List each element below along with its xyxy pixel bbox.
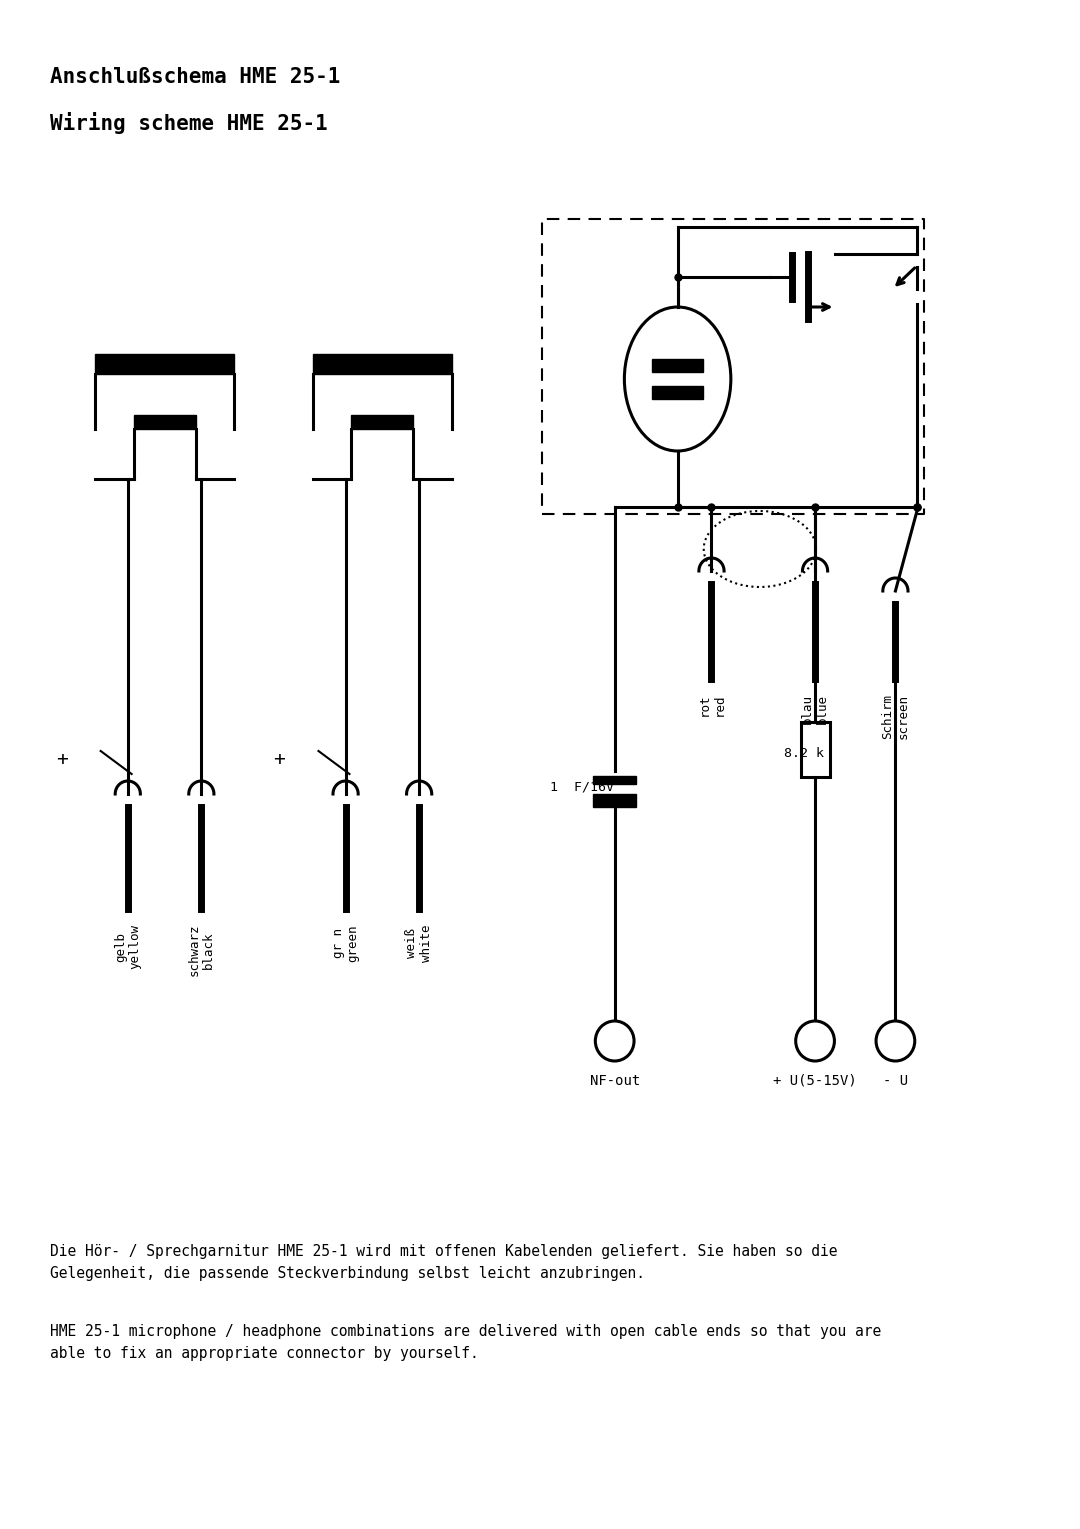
Text: Die Hör- / Sprechgarnitur HME 25-1 wird mit offenen Kabelenden geliefert. Sie ha: Die Hör- / Sprechgarnitur HME 25-1 wird … xyxy=(51,1245,838,1281)
Text: HME 25-1 microphone / headphone combinations are delivered with open cable ends : HME 25-1 microphone / headphone combinat… xyxy=(51,1324,881,1361)
Text: gr n
green: gr n green xyxy=(332,924,360,962)
Text: rot
red: rot red xyxy=(698,694,726,717)
Bar xyxy=(351,414,414,430)
Bar xyxy=(652,359,703,372)
Bar xyxy=(313,355,453,375)
Bar xyxy=(800,722,829,777)
Text: Schirm
screen: Schirm screen xyxy=(881,694,909,739)
Text: - U: - U xyxy=(882,1073,908,1089)
Text: +: + xyxy=(56,749,68,769)
Text: schwarz
black: schwarz black xyxy=(187,924,215,977)
Text: Wiring scheme HME 25-1: Wiring scheme HME 25-1 xyxy=(51,112,328,135)
Bar xyxy=(95,355,234,375)
Text: blau
blue: blau blue xyxy=(801,694,829,725)
Bar xyxy=(134,414,195,430)
Text: +: + xyxy=(273,749,285,769)
Text: 8.2 k: 8.2 k xyxy=(784,748,824,760)
Text: Anschlußschema HME 25-1: Anschlußschema HME 25-1 xyxy=(51,67,340,87)
Text: gelb
yellow: gelb yellow xyxy=(113,924,141,969)
Text: weiß
white: weiß white xyxy=(405,924,433,962)
Text: + U(5-15V): + U(5-15V) xyxy=(773,1073,856,1089)
Text: 1  F/16V: 1 F/16V xyxy=(550,781,613,794)
Bar xyxy=(593,794,636,807)
Text: NF-out: NF-out xyxy=(590,1073,639,1089)
Bar xyxy=(652,385,703,399)
Bar xyxy=(593,777,636,784)
